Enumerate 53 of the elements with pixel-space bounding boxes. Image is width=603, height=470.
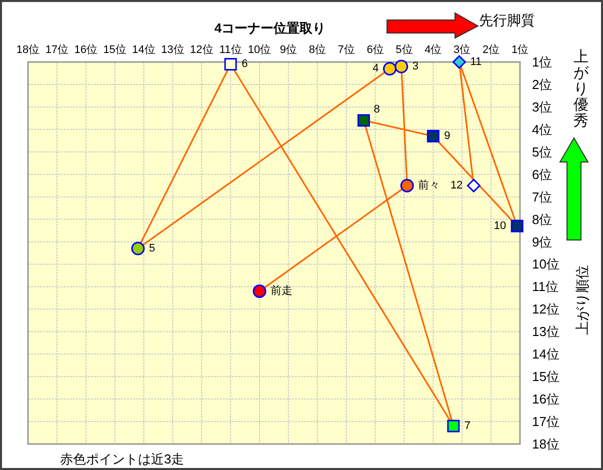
y-tick-label: 9位 (532, 234, 552, 250)
x-axis-title: 4コーナー位置取り (214, 20, 326, 36)
series-label: 前走 (270, 284, 293, 298)
x-tick-label: 16位 (74, 44, 98, 56)
y-tick-label: 6位 (532, 166, 552, 182)
text: 赤色ポイントは近3走 (60, 452, 184, 466)
x-tick-label: 6位 (366, 44, 384, 56)
x-tick-label: 7位 (338, 44, 355, 56)
x-tick-label: 4位 (424, 44, 442, 56)
series-label: 12 (450, 180, 463, 192)
series-label: 10 (494, 220, 506, 232)
y-tick-label: 17位 (532, 414, 560, 430)
series-label: 5 (148, 242, 156, 255)
x-tick-label: 8位 (308, 44, 326, 56)
x-tick-label: 17位 (45, 44, 69, 56)
text: 先行脚質 (479, 12, 535, 28)
series-label: 4 (372, 62, 379, 75)
series-label: 11 (470, 56, 482, 68)
text: 上がり優秀 (574, 48, 590, 130)
y-tick-label: 15位 (532, 369, 560, 384)
x-tick-label: 15位 (103, 44, 126, 56)
series-label: 前々 (418, 180, 440, 192)
y-tick-label: 7位 (532, 189, 552, 204)
y-tick-label: 10位 (532, 256, 560, 272)
y-tick-label: 12位 (532, 302, 560, 317)
y-tick-label: 11位 (532, 279, 558, 294)
y-tick-label: 14位 (532, 346, 560, 362)
y-tick-label: 3位 (532, 99, 552, 114)
y-tick-label: 1位 (532, 54, 552, 70)
x-tick-label: 5位 (396, 44, 413, 56)
series-label: 9 (444, 130, 450, 142)
x-tick-label: 9位 (280, 44, 298, 56)
x-tick-label: 11位 (219, 44, 242, 56)
y-tick-label: 8位 (532, 212, 552, 227)
series-label: 7 (464, 420, 471, 432)
x-tick-label: 3位 (454, 44, 471, 56)
y-axis-title: 上がり順位 (574, 265, 590, 335)
x-tick-label: 1位 (511, 44, 529, 56)
y-tick-label: 16位 (532, 392, 560, 407)
x-tick-label: 14位 (132, 44, 156, 56)
y-tick-label: 18位 (532, 436, 560, 452)
y-tick-label: 5位 (532, 144, 552, 160)
x-tick-label: 12位 (190, 44, 214, 56)
x-tick-label: 13位 (161, 44, 184, 56)
y-tick-label: 4位 (532, 122, 552, 137)
y-tick-label: 2位 (532, 76, 552, 92)
series-label: 3 (412, 60, 418, 72)
x-tick-label: 18位 (16, 44, 40, 56)
x-tick-label: 10位 (248, 44, 272, 56)
x-tick-label: 2位 (482, 44, 500, 56)
series-label: 6 (242, 58, 248, 70)
y-tick-label: 13位 (532, 324, 560, 340)
series-label: 8 (374, 103, 380, 116)
